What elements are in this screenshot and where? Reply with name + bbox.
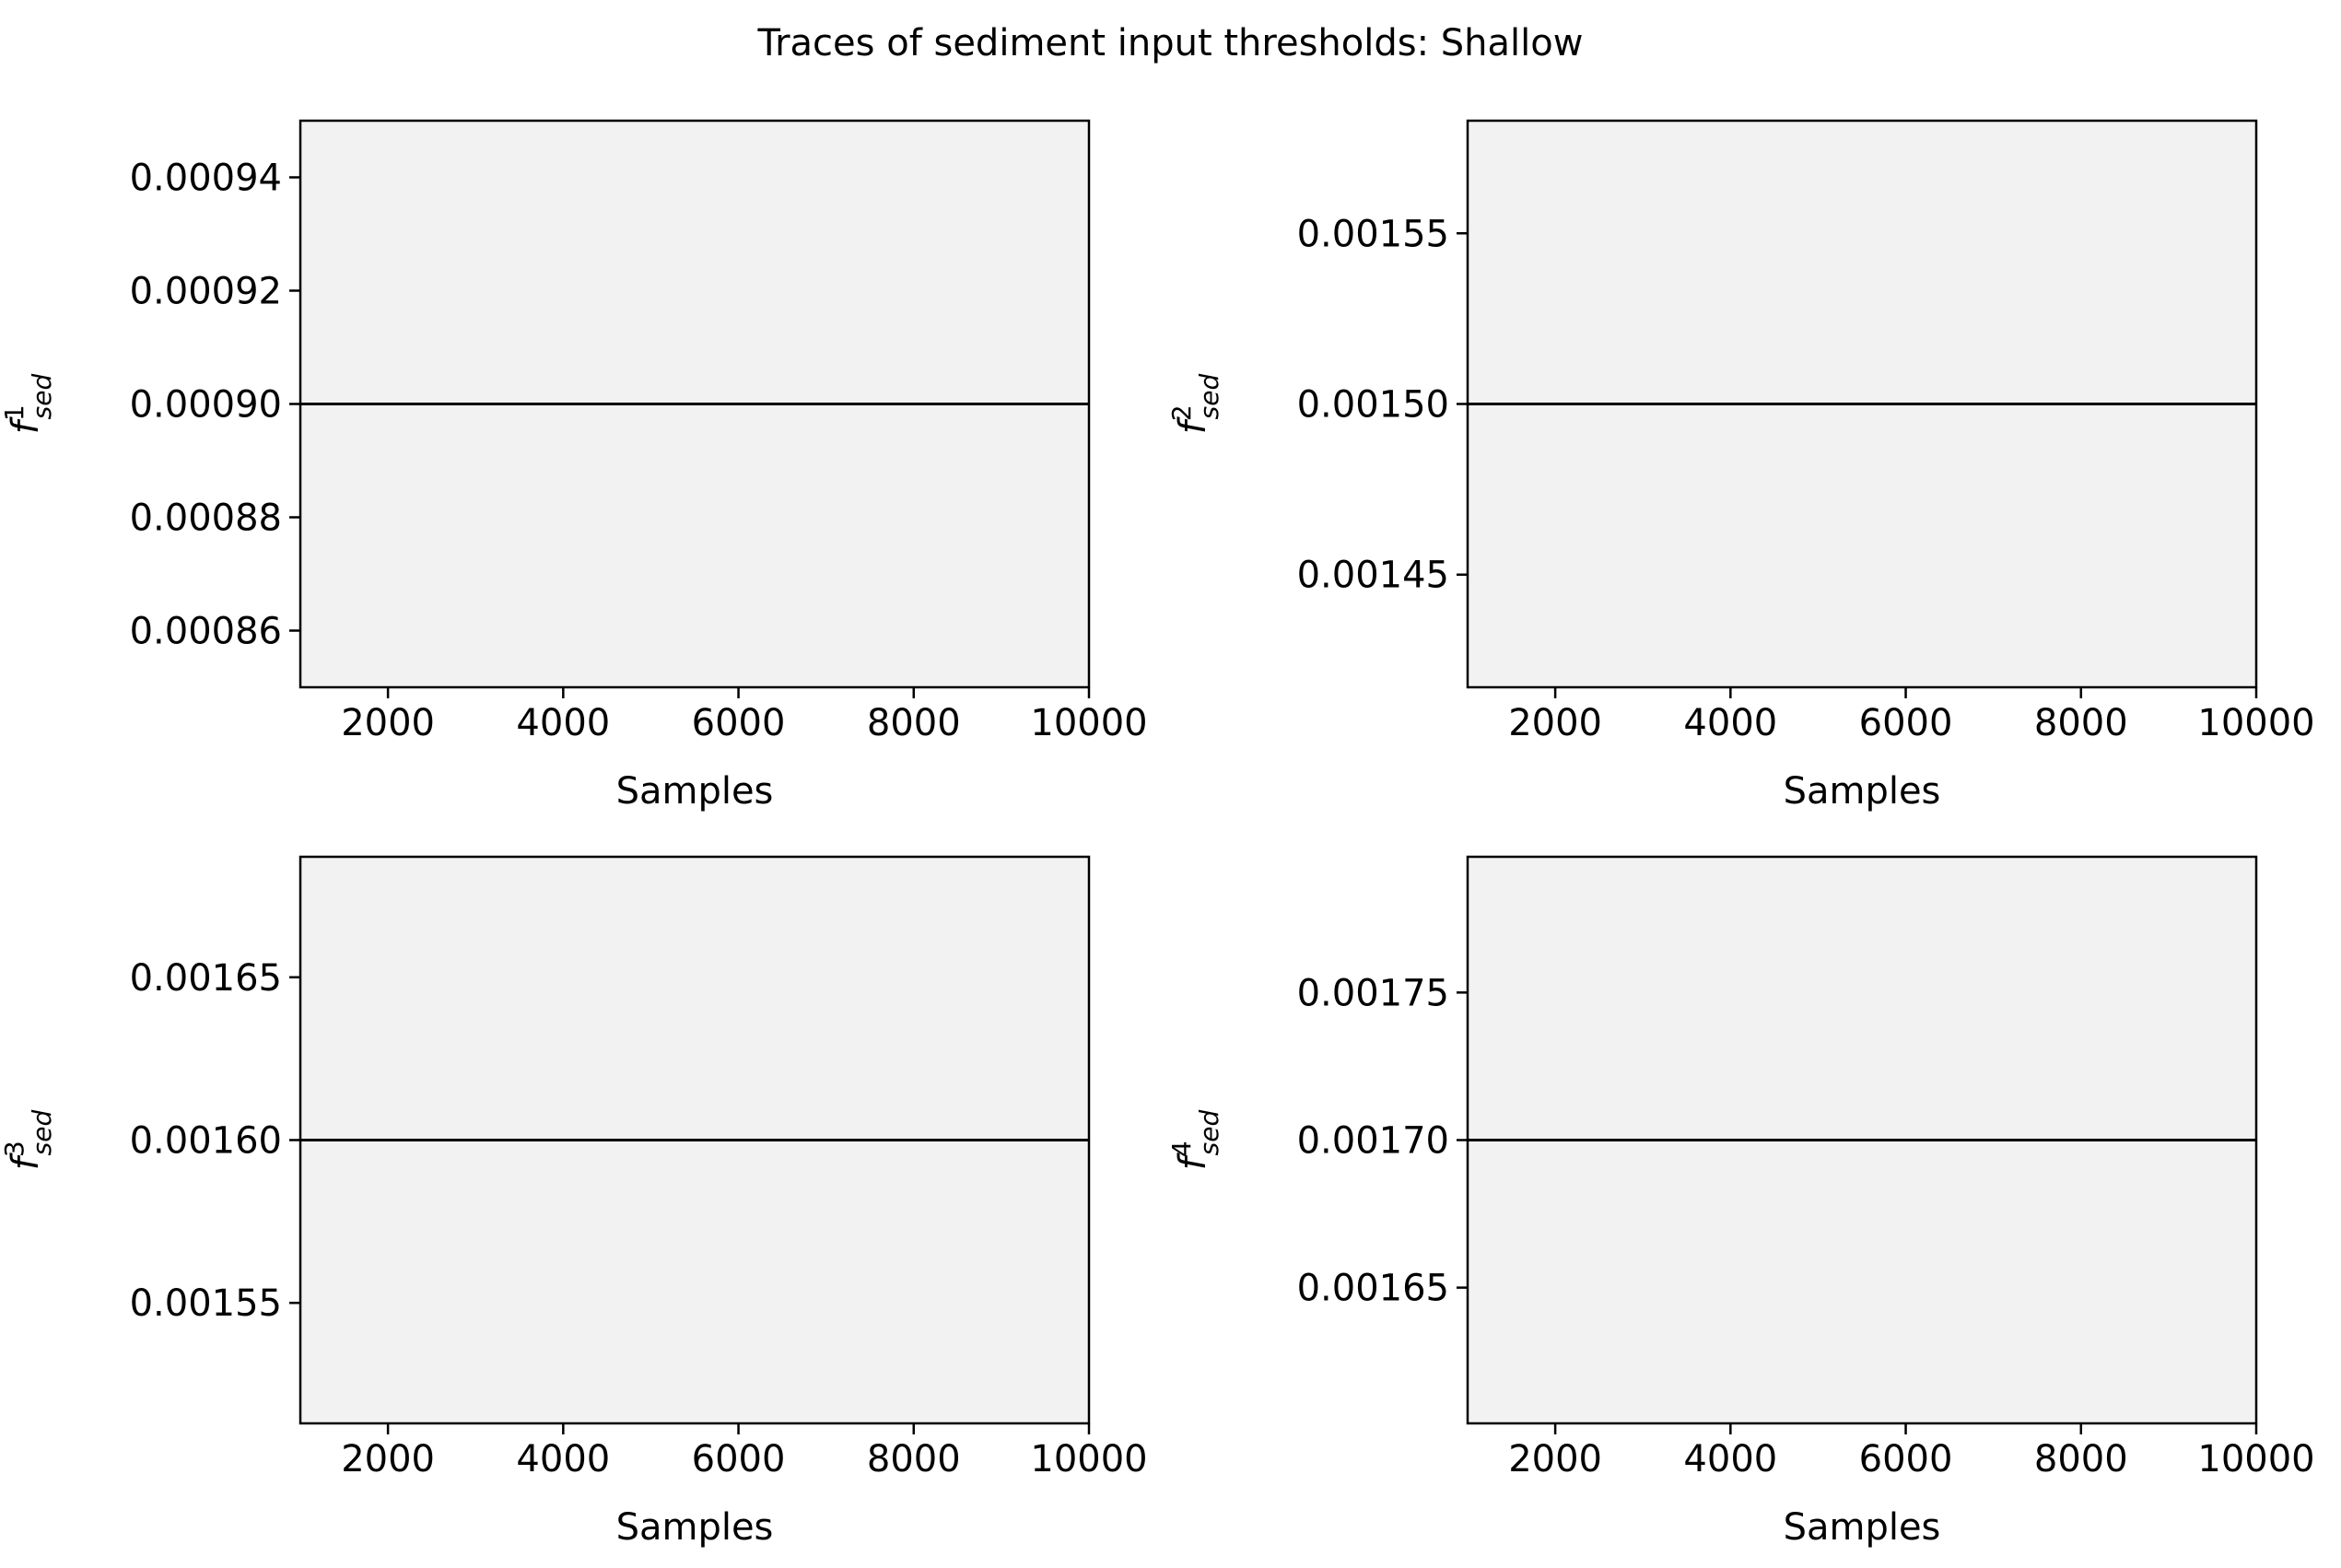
y-tick-label: 0.00090 [130, 384, 282, 427]
y-tick-label: 0.00175 [1297, 972, 1449, 1014]
x-tick-label: 2000 [1508, 702, 1602, 744]
figure-title: Traces of sediment input thresholds: Sha… [757, 22, 1584, 64]
subplot-4: 2000 4000 6000 8000 10000 0.00165 0.00170 0.001… [1166, 855, 2315, 1549]
x-tick-label: 2000 [341, 1438, 435, 1480]
y-tick-label: 0.00150 [1297, 384, 1449, 427]
y-axis-label: f4sed [1166, 1110, 1224, 1171]
x-tick-label: 8000 [2034, 1438, 2128, 1480]
x-tick-label: 6000 [1859, 1438, 1953, 1480]
y-tick-label: 0.00170 [1297, 1120, 1449, 1163]
x-tick-label: 10000 [1030, 1438, 1147, 1480]
x-tick-label: 4000 [516, 1438, 610, 1480]
x-tick-label: 4000 [1683, 702, 1777, 744]
x-tick-label: 4000 [516, 702, 610, 744]
x-tick-label: 10000 [1030, 702, 1147, 744]
x-tick-label: 6000 [1859, 702, 1953, 744]
subplot-3: 2000 4000 6000 8000 10000 0.00155 0.00160 0.001… [0, 855, 1148, 1549]
x-tick-label: 2000 [1508, 1438, 1602, 1480]
y-tick-label: 0.00155 [130, 1282, 282, 1325]
x-tick-label: 8000 [867, 702, 961, 744]
x-tick-label: 4000 [1683, 1438, 1777, 1480]
y-tick-label: 0.00092 [130, 271, 282, 313]
y-tick-label: 0.00094 [130, 158, 282, 200]
y-tick-label: 0.00086 [130, 611, 282, 653]
y-tick-label: 0.00145 [1297, 555, 1449, 597]
y-axis-label: f2sed [1166, 374, 1224, 435]
subplot-2: 2000 4000 6000 8000 10000 0.00145 0.00150 0.001… [1166, 119, 2315, 813]
subplot-1: 2000 4000 6000 8000 10000 0.00086 0.00088 0.000… [0, 119, 1148, 813]
y-axis-label: f3sed [0, 1110, 57, 1171]
x-tick-label: 6000 [692, 702, 786, 744]
x-tick-label: 2000 [341, 702, 435, 744]
x-axis-label: Samples [616, 770, 774, 813]
y-tick-label: 0.00165 [130, 957, 282, 1000]
x-tick-label: 10000 [2197, 1438, 2314, 1480]
y-tick-label: 0.00088 [130, 497, 282, 540]
y-axis-label: f1sed [0, 374, 57, 435]
x-tick-label: 8000 [2034, 702, 2128, 744]
x-tick-label: 6000 [692, 1438, 786, 1480]
y-tick-label: 0.00155 [1297, 213, 1449, 255]
x-axis-label: Samples [1784, 770, 1941, 813]
y-tick-label: 0.00165 [1297, 1268, 1449, 1310]
x-axis-label: Samples [1784, 1506, 1941, 1549]
y-tick-label: 0.00160 [130, 1120, 282, 1163]
x-tick-label: 10000 [2197, 702, 2314, 744]
x-tick-label: 8000 [867, 1438, 961, 1480]
x-axis-label: Samples [616, 1506, 774, 1549]
